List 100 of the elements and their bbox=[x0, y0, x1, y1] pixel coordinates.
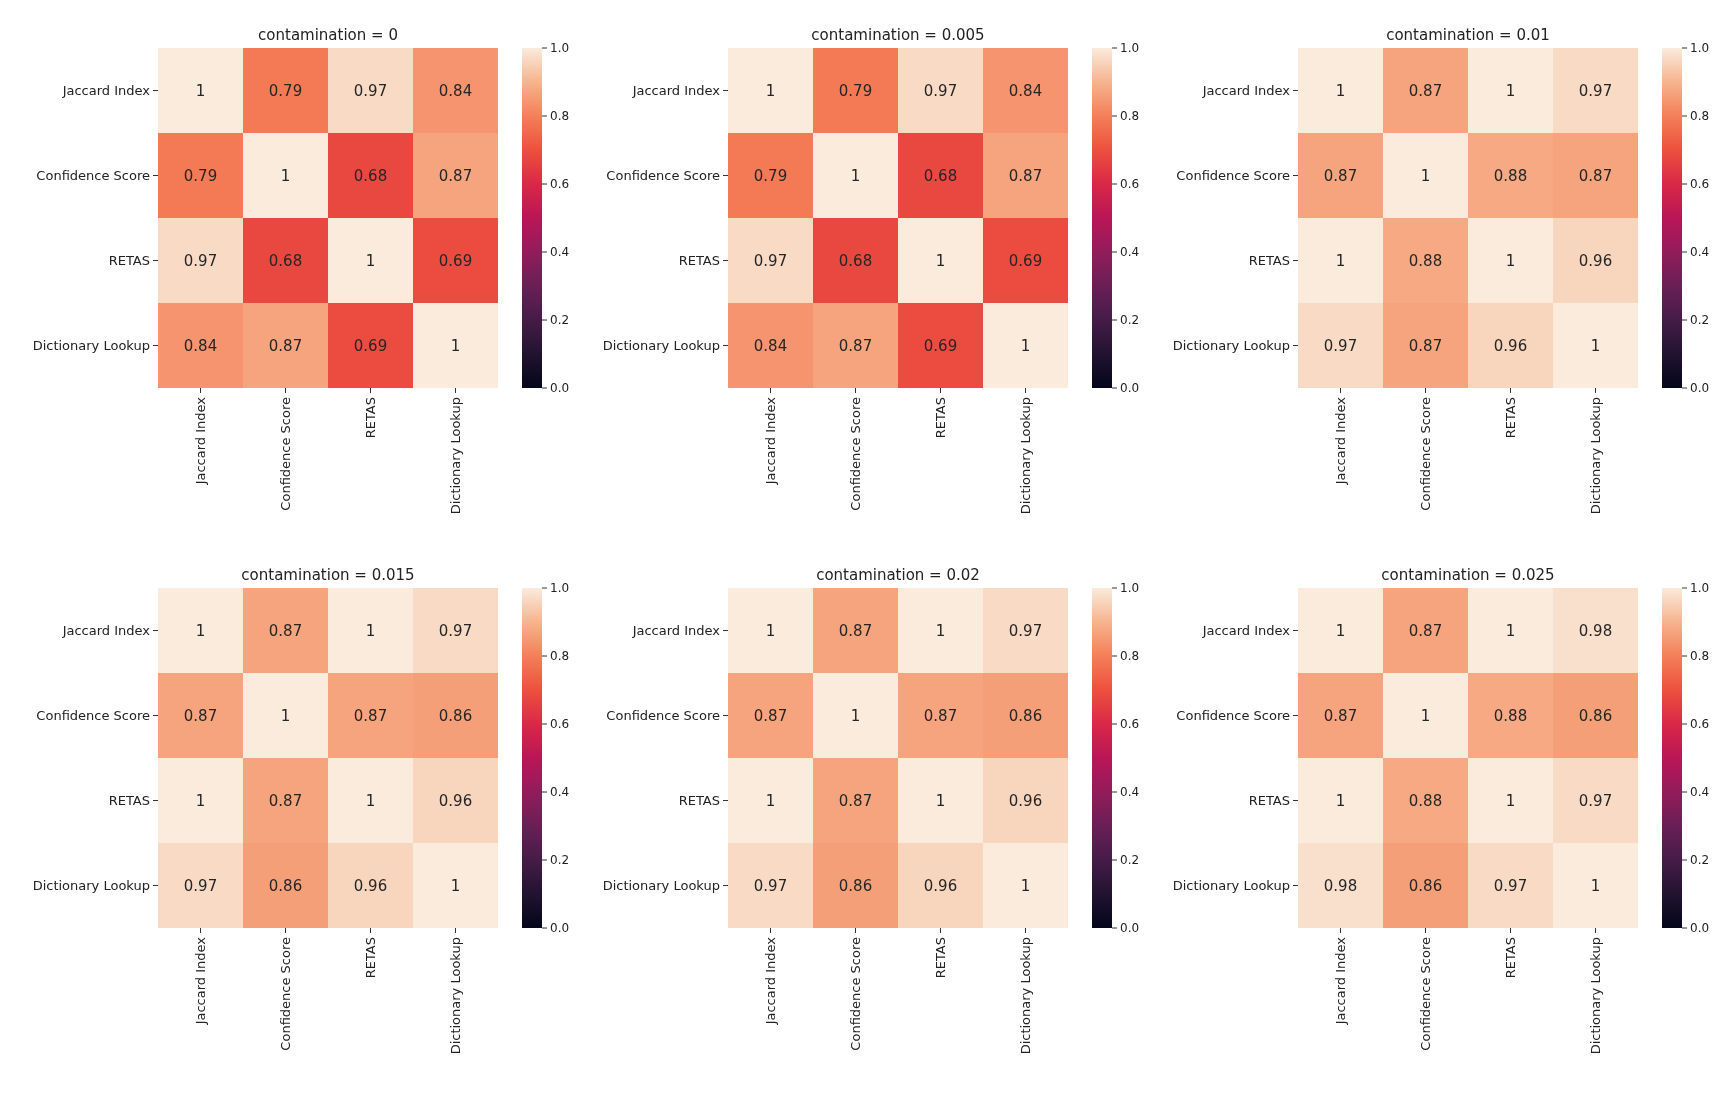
data-label: 0.84 bbox=[438, 81, 473, 100]
data-label: 0.87 bbox=[838, 621, 873, 640]
color-bar-label: 0.0 bbox=[550, 921, 570, 936]
color-bar-label: 0.2 bbox=[550, 853, 570, 868]
data-label: 0.79 bbox=[753, 166, 788, 185]
x-tick-label: Jaccard Index bbox=[1333, 396, 1349, 486]
y-tick-label: Confidence Score bbox=[36, 168, 150, 184]
data-label: 1 bbox=[1590, 336, 1601, 355]
color-bar-label: 0.2 bbox=[1120, 313, 1140, 328]
color-bar-label: 0.4 bbox=[550, 785, 570, 800]
x-tick-label: RETAS bbox=[1503, 937, 1519, 979]
data-label: 0.87 bbox=[353, 706, 388, 725]
color-bar-label: 0.4 bbox=[550, 245, 570, 260]
data-label: 0.97 bbox=[438, 621, 473, 640]
data-label: 1 bbox=[935, 251, 946, 270]
data-label: 0.87 bbox=[268, 621, 303, 640]
data-label: 0.84 bbox=[753, 336, 788, 355]
data-label: 0.97 bbox=[353, 81, 388, 100]
x-tick-label: Dictionary Lookup bbox=[448, 397, 464, 515]
data-label: 0.97 bbox=[753, 251, 788, 270]
color-bar-label: 0.6 bbox=[1690, 717, 1710, 732]
x-tick-label: Jaccard Index bbox=[193, 396, 209, 486]
data-label: 0.68 bbox=[268, 251, 303, 270]
x-tick-label: RETAS bbox=[1503, 397, 1519, 439]
y-tick-label: Jaccard Index bbox=[61, 83, 151, 99]
data-label: 0.88 bbox=[1493, 706, 1528, 725]
data-label: 0.87 bbox=[838, 791, 873, 810]
data-label: 0.87 bbox=[1408, 81, 1443, 100]
data-label: 1 bbox=[1335, 251, 1346, 270]
color-bar-label: 0.6 bbox=[550, 717, 570, 732]
x-tick-label: Dictionary Lookup bbox=[1018, 937, 1034, 1055]
color-bar-label: 0.2 bbox=[1690, 313, 1710, 328]
data-label: 0.87 bbox=[1578, 166, 1613, 185]
data-label: 0.87 bbox=[923, 706, 958, 725]
chart-title: contamination = 0 bbox=[258, 26, 398, 44]
color-bar-label: 0.2 bbox=[550, 313, 570, 328]
x-tick-label: Jaccard Index bbox=[193, 936, 209, 1026]
y-tick-label: Confidence Score bbox=[36, 708, 150, 724]
data-label: 0.68 bbox=[353, 166, 388, 185]
data-label: 0.97 bbox=[1493, 876, 1528, 895]
data-label: 0.96 bbox=[923, 876, 958, 895]
color-bar-label: 0.6 bbox=[1120, 177, 1140, 192]
color-bar-label: 0.4 bbox=[1120, 785, 1140, 800]
color-bar-label: 0.6 bbox=[1120, 717, 1140, 732]
color-bar-label: 1.0 bbox=[1120, 41, 1140, 56]
data-label: 0.84 bbox=[183, 336, 218, 355]
data-label: 0.68 bbox=[838, 251, 873, 270]
x-tick-label: RETAS bbox=[363, 397, 379, 439]
data-label: 0.87 bbox=[1323, 706, 1358, 725]
color-bar-label: 0.8 bbox=[550, 649, 570, 664]
data-label: 0.97 bbox=[183, 876, 218, 895]
data-label: 1 bbox=[195, 621, 206, 640]
y-tick-label: RETAS bbox=[678, 793, 720, 809]
x-tick-label: Dictionary Lookup bbox=[448, 937, 464, 1055]
x-tick-label: Jaccard Index bbox=[763, 396, 779, 486]
data-label: 0.84 bbox=[1008, 81, 1043, 100]
data-label: 0.96 bbox=[1493, 336, 1528, 355]
data-label: 1 bbox=[280, 166, 291, 185]
data-label: 0.88 bbox=[1408, 251, 1443, 270]
data-label: 1 bbox=[1505, 251, 1516, 270]
data-label: 0.87 bbox=[268, 791, 303, 810]
data-label: 1 bbox=[765, 791, 776, 810]
data-label: 1 bbox=[365, 251, 376, 270]
y-tick-label: Dictionary Lookup bbox=[32, 878, 150, 894]
data-label: 0.69 bbox=[353, 336, 388, 355]
color-bar-label: 0.8 bbox=[1120, 649, 1140, 664]
y-tick-label: RETAS bbox=[1248, 253, 1290, 269]
data-label: 0.87 bbox=[1408, 621, 1443, 640]
color-bar-label: 0.2 bbox=[1120, 853, 1140, 868]
y-tick-label: Dictionary Lookup bbox=[1172, 878, 1290, 894]
y-tick-label: Confidence Score bbox=[606, 168, 720, 184]
data-label: 1 bbox=[280, 706, 291, 725]
color-bar-label: 0.4 bbox=[1120, 245, 1140, 260]
data-label: 0.87 bbox=[183, 706, 218, 725]
data-label: 1 bbox=[1335, 791, 1346, 810]
data-label: 0.86 bbox=[438, 706, 473, 725]
data-label: 1 bbox=[365, 621, 376, 640]
data-label: 0.98 bbox=[1578, 621, 1613, 640]
y-tick-label: Confidence Score bbox=[606, 708, 720, 724]
color-bar-label: 0.4 bbox=[1690, 245, 1710, 260]
color-bar-label: 0.4 bbox=[1690, 785, 1710, 800]
y-tick-label: Jaccard Index bbox=[1201, 623, 1291, 639]
x-tick-label: Dictionary Lookup bbox=[1588, 937, 1604, 1055]
data-label: 1 bbox=[850, 166, 861, 185]
data-label: 1 bbox=[365, 791, 376, 810]
x-tick-label: RETAS bbox=[363, 937, 379, 979]
data-label: 0.79 bbox=[183, 166, 218, 185]
data-label: 0.87 bbox=[438, 166, 473, 185]
data-label: 1 bbox=[935, 791, 946, 810]
data-label: 0.79 bbox=[268, 81, 303, 100]
color-bar-label: 1.0 bbox=[1690, 41, 1710, 56]
data-label: 0.87 bbox=[1408, 336, 1443, 355]
y-tick-label: Dictionary Lookup bbox=[1172, 338, 1290, 354]
data-label: 0.79 bbox=[838, 81, 873, 100]
data-label: 1 bbox=[850, 706, 861, 725]
x-tick-label: Confidence Score bbox=[1418, 937, 1434, 1051]
data-label: 0.87 bbox=[753, 706, 788, 725]
x-tick-label: Jaccard Index bbox=[1333, 936, 1349, 1026]
color-bar-label: 0.0 bbox=[1690, 921, 1710, 936]
data-label: 1 bbox=[1335, 621, 1346, 640]
